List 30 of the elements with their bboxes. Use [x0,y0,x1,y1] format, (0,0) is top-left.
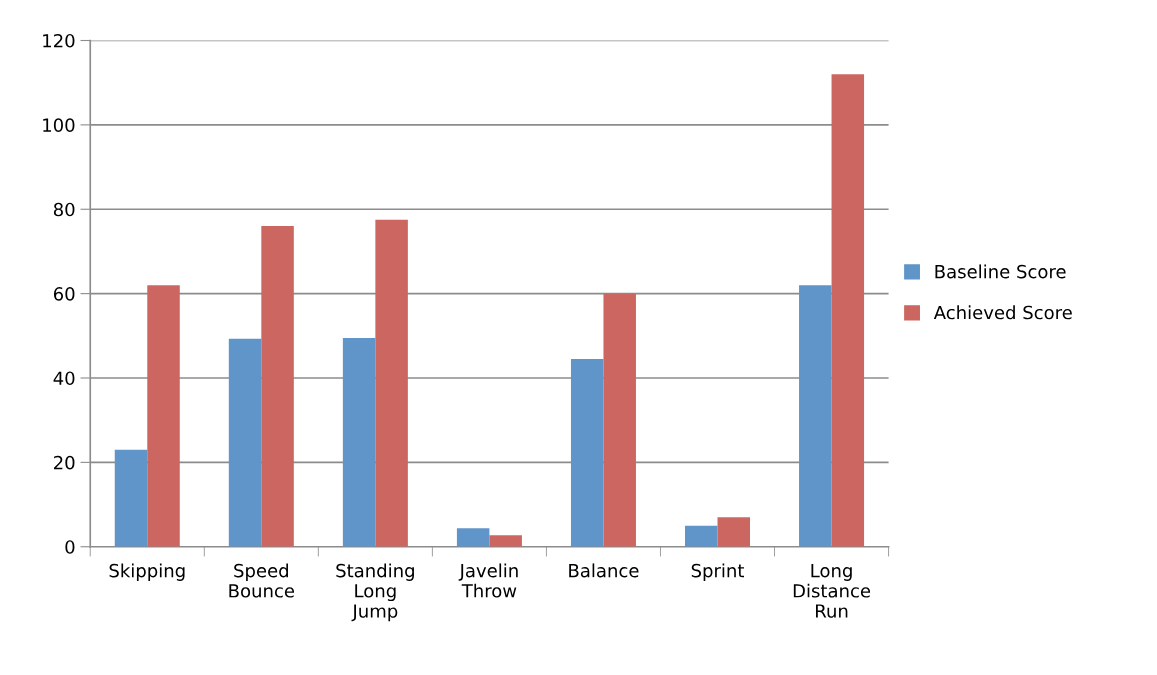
y-tick-label: 60 [53,287,75,301]
y-tick-label: 0 [65,540,75,554]
bar [717,517,751,547]
bar [456,528,490,547]
bar [570,359,604,547]
x-tick-label: Long Distance Run [793,563,871,618]
x-tick-label: Standing Long Jump [336,563,414,622]
bar [799,285,832,547]
legend-label: Baseline Score [935,264,1066,279]
y-tick-label: 100 [43,118,75,132]
bar [375,219,408,547]
bar [685,525,718,547]
x-tick-label: Sprint [691,563,745,581]
y-tick-label: 80 [53,202,75,217]
x-tick-label: Skipping [109,563,185,581]
legend-label: Achieved Score [933,305,1072,320]
x-tick-label: Balance [569,563,639,578]
y-tick-label: 40 [53,371,75,386]
bar [831,74,865,547]
bar [261,226,294,547]
y-tick-label: 120 [43,33,75,48]
bar [114,449,148,547]
bar [147,285,180,547]
y-tick-label: 20 [54,455,75,470]
x-tick-label: Javelin Throw [458,563,518,598]
bar [228,338,262,547]
bar [603,293,636,547]
bar [342,337,376,547]
bar [489,535,522,547]
x-tick-label: Speed Bounce [229,563,295,598]
